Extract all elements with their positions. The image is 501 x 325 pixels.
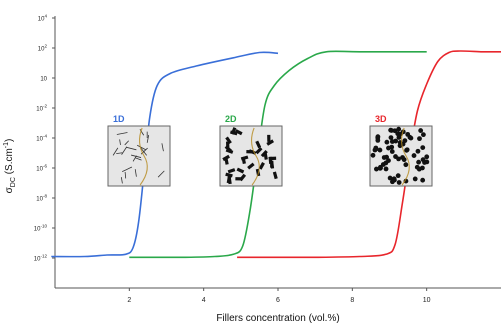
inset-3d: 3D — [369, 114, 433, 187]
x-tick-label: 8 — [350, 297, 354, 304]
y-tick-exponent: -6 — [43, 164, 47, 169]
y-tick-base: 10 — [34, 257, 41, 263]
y-axis-label-subscript: DC — [10, 177, 17, 187]
x-tick-label: 2 — [127, 297, 131, 304]
inset-label: 3D — [375, 114, 387, 124]
y-tick-label: 10-2 — [36, 104, 47, 113]
y-tick-label: 10-4 — [36, 134, 47, 143]
y-tick-label: 10-10 — [34, 224, 48, 233]
y-tick-base: 10 — [34, 227, 41, 233]
y-axis-label-units: (S.cm — [4, 148, 15, 177]
percolation-path — [139, 127, 148, 186]
inset-fillers — [370, 126, 430, 186]
inset-1d: 1D — [107, 114, 171, 187]
y-axis-label-superscript: -1 — [3, 142, 10, 148]
y-tick-label: 104 — [38, 14, 48, 23]
y-tick-base: 10 — [38, 17, 45, 23]
percolation-path — [401, 127, 410, 186]
y-tick-base: 10 — [36, 137, 43, 143]
y-axis-label: σDC (S.cm-1) — [3, 139, 17, 194]
inset-fillers — [112, 127, 165, 186]
y-tick-label: 10-6 — [36, 164, 47, 173]
inset-label: 1D — [113, 114, 125, 124]
y-tick-exponent: -8 — [43, 194, 47, 199]
y-tick-label: 10-12 — [34, 254, 48, 263]
y-tick-exponent: 2 — [44, 44, 47, 49]
y-tick-base: 10 — [38, 47, 45, 53]
y-tick-base: 10 — [36, 197, 43, 203]
y-tick-exponent: -2 — [43, 104, 47, 109]
inset-box — [107, 125, 171, 187]
y-tick-exponent: 4 — [44, 14, 47, 19]
y-tick-base: 10 — [36, 167, 43, 173]
insets: 1D 2D 3D — [107, 114, 433, 187]
y-axis-label-close: ) — [4, 139, 15, 142]
x-axis-label: Fillers concentration (vol.%) — [216, 313, 339, 324]
inset-label: 2D — [225, 114, 237, 124]
y-tick-exponent: -12 — [40, 254, 47, 259]
x-tick-label: 6 — [276, 297, 280, 304]
svg-text:σDC (S.cm-1): σDC (S.cm-1) — [3, 139, 17, 194]
y-tick-base: 10 — [40, 77, 47, 83]
inset-2d: 2D — [219, 114, 283, 187]
series-line-2d — [129, 50, 427, 259]
y-tick-label: 102 — [38, 44, 48, 53]
y-tick-label: 10-8 — [36, 194, 47, 203]
y-tick-exponent: -10 — [40, 224, 47, 229]
y-tick-exponent: -4 — [43, 134, 47, 139]
y-axis-label-symbol: σ — [4, 186, 15, 193]
x-tick-label: 4 — [202, 297, 206, 304]
y-tick-label: 10 — [40, 77, 47, 83]
x-tick-label: 10 — [423, 297, 431, 304]
y-tick-base: 10 — [36, 107, 43, 113]
percolation-path — [251, 127, 260, 186]
inset-fillers — [222, 127, 278, 186]
